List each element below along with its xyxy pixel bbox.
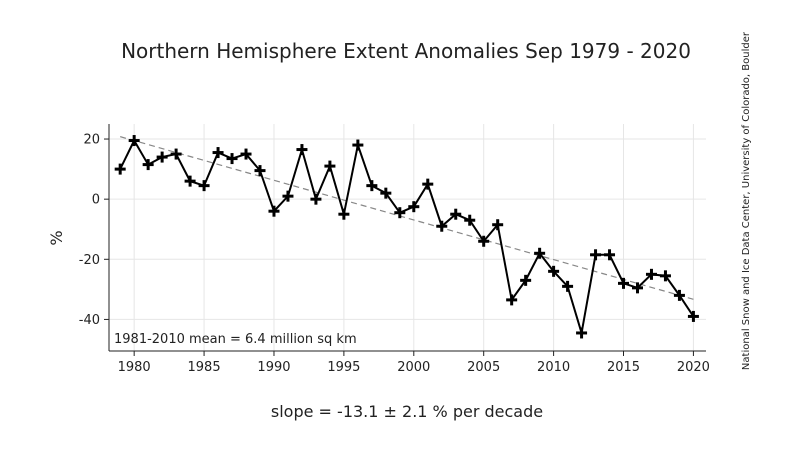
data-point — [534, 247, 546, 259]
y-axis-label: % — [47, 230, 66, 245]
data-point — [310, 193, 322, 205]
x-tick-label: 2000 — [397, 360, 430, 375]
data-point — [324, 160, 336, 172]
data-point — [645, 268, 657, 280]
x-tick-label: 1985 — [188, 360, 221, 375]
source-credit: National Snow and Ice Data Center, Unive… — [741, 31, 752, 370]
mean-annotation: 1981-2010 mean = 6.4 million sq km — [114, 332, 357, 347]
y-tick-label: 0 — [92, 193, 100, 208]
x-tick-label: 1995 — [327, 360, 360, 375]
data-point — [576, 327, 588, 339]
data-point — [366, 180, 378, 192]
data-point — [422, 178, 434, 190]
data-point — [296, 144, 308, 156]
data-point — [687, 310, 699, 322]
data-point — [212, 147, 224, 159]
data-point — [492, 219, 504, 231]
data-point — [464, 214, 476, 226]
data-point — [590, 249, 602, 261]
plot-area — [109, 124, 706, 351]
data-point — [170, 148, 182, 160]
data-point — [436, 220, 448, 232]
data-point — [478, 235, 490, 247]
data-point — [659, 270, 671, 282]
x-tick-label: 1980 — [118, 360, 151, 375]
data-point — [631, 282, 643, 294]
data-point — [198, 180, 210, 192]
data-point — [114, 163, 126, 175]
data-point — [604, 249, 616, 261]
data-point — [450, 208, 462, 220]
data-point — [184, 175, 196, 187]
x-tick-label: 1990 — [257, 360, 290, 375]
data-point — [562, 280, 574, 292]
data-point — [142, 159, 154, 171]
data-point — [254, 165, 266, 177]
chart-title: Northern Hemisphere Extent Anomalies Sep… — [121, 39, 691, 63]
data-point — [352, 139, 364, 151]
x-tick-label: 2010 — [537, 360, 570, 375]
data-point — [338, 208, 350, 220]
data-point — [506, 294, 518, 306]
data-point — [226, 153, 238, 165]
data-point — [408, 201, 420, 213]
data-point — [394, 207, 406, 219]
data-point — [618, 277, 630, 289]
x-tick-label: 2015 — [607, 360, 640, 375]
data-point — [240, 148, 252, 160]
y-tick-label: -20 — [79, 253, 100, 268]
axes: 1980 1985 1990 1995 2000 2005 2010 2015 2020200-… — [79, 124, 710, 375]
y-tick-label: -40 — [79, 313, 100, 328]
x-tick-label: 2020 — [677, 360, 710, 375]
data-point — [128, 135, 140, 147]
data-point — [520, 274, 532, 286]
data-point — [380, 187, 392, 199]
data-point — [156, 151, 168, 163]
y-tick-label: 20 — [83, 133, 100, 148]
data-point — [548, 265, 560, 277]
x-axis-label: slope = -13.1 ± 2.1 % per decade — [271, 402, 543, 421]
x-tick-label: 2005 — [467, 360, 500, 375]
data-point — [282, 190, 294, 202]
data-point — [673, 289, 685, 301]
data-point — [268, 205, 280, 217]
marker-layer — [114, 135, 699, 339]
